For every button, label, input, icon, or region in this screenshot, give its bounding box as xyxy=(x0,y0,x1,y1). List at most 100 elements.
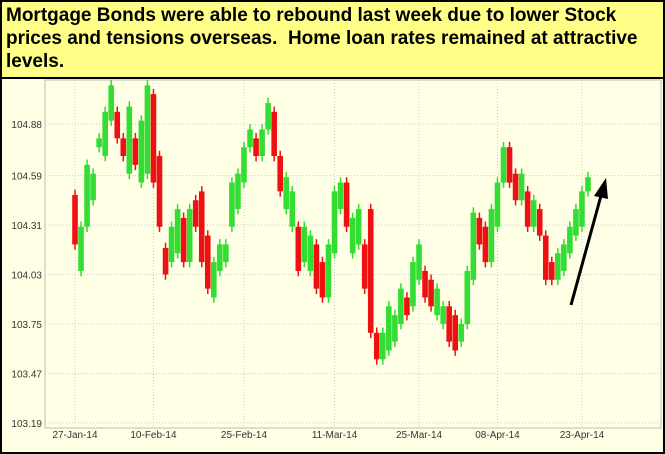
candle-body xyxy=(138,120,145,183)
candle-body xyxy=(392,315,398,342)
candle-body xyxy=(349,217,356,254)
candle-body xyxy=(404,297,410,316)
candle-body xyxy=(319,262,326,298)
candle-body xyxy=(265,102,271,130)
candle-body xyxy=(512,173,519,201)
candle-body xyxy=(180,217,187,263)
candle-body xyxy=(174,209,181,254)
candle-body xyxy=(162,247,169,275)
candle-body xyxy=(458,323,465,342)
candle-body xyxy=(156,156,163,227)
candle-body xyxy=(217,244,223,271)
candle-body xyxy=(361,244,368,289)
candle-body xyxy=(198,191,205,263)
candle-body xyxy=(536,209,543,236)
candle-body xyxy=(494,182,501,227)
candle-body xyxy=(102,111,108,157)
arrow-shaft xyxy=(569,191,604,306)
candle-body xyxy=(555,253,561,280)
candle-body xyxy=(96,138,102,148)
candle-body xyxy=(241,147,247,183)
candle-body xyxy=(325,244,332,298)
candle-body xyxy=(548,262,555,280)
candle-body xyxy=(416,244,422,280)
candle-body xyxy=(78,226,84,271)
candle-body xyxy=(530,200,537,227)
arrow-head xyxy=(594,178,608,199)
candle-body xyxy=(386,306,392,351)
candle-body xyxy=(410,262,416,307)
candle-body xyxy=(470,212,477,280)
candle-body xyxy=(567,226,573,254)
candle-body xyxy=(422,270,428,298)
chart-title: Mortgage Bonds were able to rebound last… xyxy=(6,5,643,72)
x-tick-label: 25-Mar-14 xyxy=(396,430,443,441)
candle-body xyxy=(253,138,259,157)
candle-body xyxy=(573,209,579,236)
candle-body xyxy=(398,288,404,324)
candle-body xyxy=(367,209,374,333)
candle-body xyxy=(585,177,591,192)
x-tick-label: 25-Feb-14 xyxy=(221,430,268,441)
candle-body xyxy=(84,164,90,227)
x-tick-label: 10-Feb-14 xyxy=(130,430,177,441)
candle-body xyxy=(542,235,549,280)
candle-body xyxy=(235,173,241,210)
candle-body xyxy=(464,270,471,324)
candle-body xyxy=(452,315,459,351)
candle-body xyxy=(247,129,253,148)
candle-body xyxy=(132,138,139,165)
x-tick-label: 08-Apr-14 xyxy=(475,430,520,441)
candle-body xyxy=(506,147,513,183)
y-tick-label: 103.75 xyxy=(11,320,42,331)
candle-body xyxy=(114,111,121,139)
y-tick-label: 104.03 xyxy=(11,270,42,281)
candle-body xyxy=(289,191,296,227)
candle-body xyxy=(168,226,175,263)
title-box xyxy=(0,0,665,79)
candle-body xyxy=(446,306,452,342)
candle-body xyxy=(144,85,151,174)
candle-body xyxy=(192,200,199,227)
x-tick-label: 11-Mar-14 xyxy=(312,430,358,441)
candle-body xyxy=(301,226,308,263)
candle-body xyxy=(277,156,283,192)
candle-body xyxy=(373,332,380,360)
candle-body xyxy=(313,244,320,289)
y-tick-label: 104.59 xyxy=(11,171,42,182)
candle-body xyxy=(440,306,446,324)
candle-body xyxy=(283,177,290,210)
candle-body xyxy=(476,217,483,245)
marks: 103.19 103.47 103.75 104.03 104.31 104.59 104.… xyxy=(11,80,661,441)
candle-body xyxy=(90,173,96,201)
candle-body xyxy=(434,288,440,316)
candle-body xyxy=(579,191,585,227)
x-tick-label: 23-Apr-14 xyxy=(560,430,605,441)
candle-body xyxy=(343,182,350,227)
candle-body xyxy=(204,235,211,289)
candle-body xyxy=(271,111,277,157)
candle-body xyxy=(211,262,217,298)
candle-body xyxy=(72,194,78,245)
x-tick-label: 27-Jan-14 xyxy=(52,430,97,441)
plot-frame xyxy=(44,79,662,429)
y-tick-label: 103.47 xyxy=(11,369,42,380)
candle-body xyxy=(355,209,362,245)
candle-body xyxy=(108,85,115,121)
candle-body xyxy=(561,244,567,271)
candle-body xyxy=(295,226,302,271)
candle-body xyxy=(500,147,507,183)
y-tick-label: 103.19 xyxy=(11,419,42,430)
candle-body xyxy=(428,279,434,307)
candle-body xyxy=(150,94,157,183)
candle-body xyxy=(337,182,344,210)
candle-body xyxy=(307,235,314,271)
candle-body xyxy=(380,332,386,360)
candle-body xyxy=(524,191,531,227)
candle-body xyxy=(482,226,489,263)
candle-body xyxy=(229,182,235,227)
y-tick-label: 104.31 xyxy=(11,221,42,232)
